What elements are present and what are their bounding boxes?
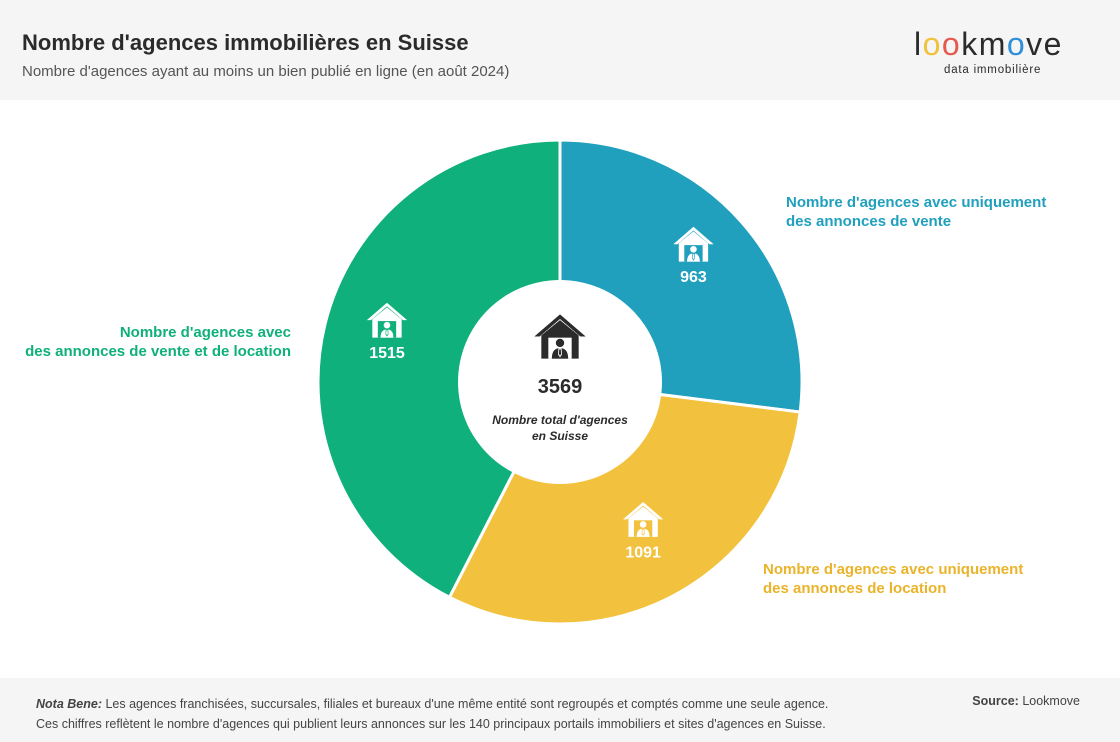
slice-value-vente: 963	[680, 269, 707, 286]
donut-hole	[458, 280, 662, 484]
chart-title: Nombre d'agences immobilières en Suisse	[22, 30, 469, 55]
legend-label-location: Nombre d'agences avec uniquement des ann…	[763, 560, 1023, 598]
center-caption-line2: en Suisse	[532, 429, 588, 443]
logo-letter: o	[1006, 26, 1027, 62]
nota-label: Nota Bene:	[36, 697, 102, 711]
legend-label-location-line1: Nombre d'agences avec uniquement	[763, 561, 1024, 578]
nota-bene: Nota Bene: Les agences franchisées, succ…	[36, 694, 828, 734]
slice-value-location: 1091	[625, 544, 661, 561]
legend-label-vente-line1: Nombre d'agences avec uniquement	[786, 194, 1047, 211]
logo-wordmark: lookmove	[914, 26, 1063, 62]
logo-letter: l	[914, 26, 923, 62]
logo-letter: m	[978, 26, 1007, 62]
center-total: 3569	[538, 376, 583, 398]
logo-tagline: data immobilière	[944, 64, 1042, 76]
source: Source: Lookmove	[972, 694, 1080, 708]
logo-letter: e	[1043, 26, 1063, 62]
legend-label-location-line2: des annonces de location	[763, 580, 947, 597]
nota-line1: Les agences franchisées, succursales, fi…	[105, 697, 829, 711]
legend-label-vente: Nombre d'agences avec uniquement des ann…	[786, 193, 1046, 231]
center-group: 3569 Nombre total d'agences en Suisse	[492, 314, 628, 443]
legend-label-mixte-line2: des annonces de vente et de location	[25, 343, 291, 360]
footer-band: Nota Bene: Les agences franchisées, succ…	[0, 678, 1120, 742]
logo-letter: o	[941, 26, 962, 62]
donut-slice-mixte	[316, 138, 562, 600]
header-band: Nombre d'agences immobilières en Suisse …	[0, 0, 1120, 100]
lookmove-logo: lookmove data immobilière	[914, 26, 1084, 82]
center-caption-line1: Nombre total d'agences	[492, 413, 628, 427]
slice-value-mixte: 1515	[369, 345, 405, 362]
legend-label-mixte-line1: Nombre d'agences avec	[119, 324, 291, 341]
legend-label-mixte: Nombre d'agences avec des annonces de ve…	[20, 323, 291, 361]
nota-line2: Ces chiffres reflètent le nombre d'agenc…	[36, 717, 826, 731]
logo-letter: k	[961, 26, 979, 62]
logo-letter: o	[922, 26, 942, 62]
logo-letter: v	[1026, 26, 1044, 62]
source-value: Lookmove	[1022, 694, 1080, 708]
chart-subtitle: Nombre d'agences ayant au moins un bien …	[22, 63, 510, 80]
source-label: Source:	[972, 694, 1019, 708]
legend-label-vente-line2: des annonces de vente	[786, 213, 952, 230]
